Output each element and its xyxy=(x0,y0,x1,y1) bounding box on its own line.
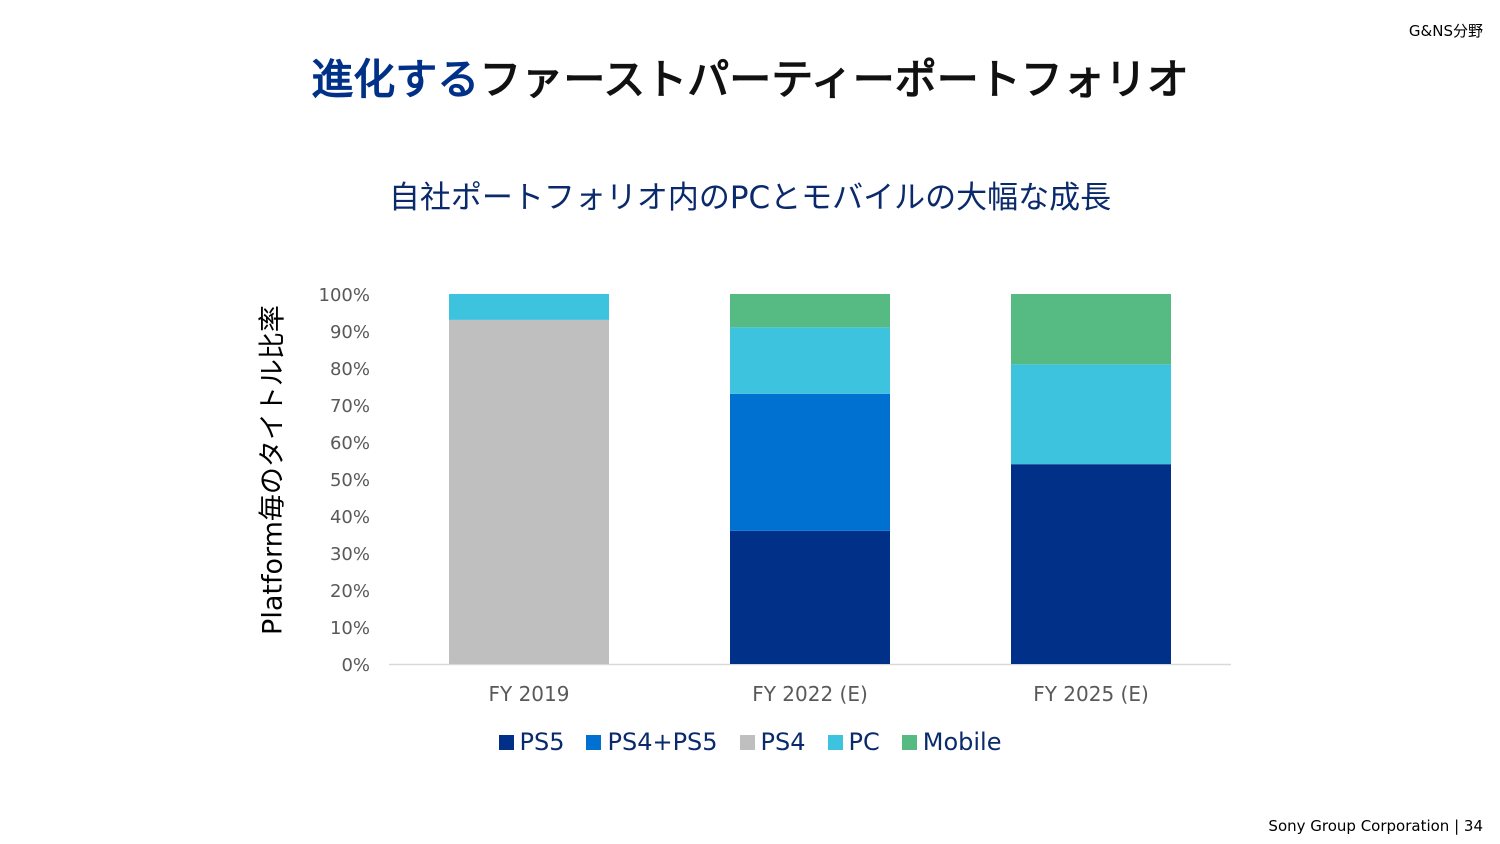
y-tick-label: 10% xyxy=(330,618,370,639)
bar-segment-pc xyxy=(1011,364,1171,465)
bar-segment-ps4-ps5 xyxy=(730,393,890,531)
bar-segment-pc xyxy=(730,327,890,394)
legend-label: PS5 xyxy=(519,728,565,756)
legend-item: Mobile xyxy=(901,728,1002,756)
y-tick-label: 100% xyxy=(319,285,370,306)
bar-segment-mobile xyxy=(1011,294,1171,365)
legend-swatch xyxy=(498,734,514,750)
y-tick-label: 70% xyxy=(330,396,370,417)
y-tick-label: 20% xyxy=(330,581,370,602)
legend-swatch xyxy=(827,734,843,750)
legend-label: Mobile xyxy=(922,728,1002,756)
legend-swatch xyxy=(739,734,755,750)
legend-swatch xyxy=(901,734,917,750)
title-accent: 進化する xyxy=(311,55,480,104)
section-label: G&NS分野 xyxy=(1408,22,1483,40)
legend-item: PC xyxy=(827,728,880,756)
y-tick-label: 50% xyxy=(330,470,370,491)
x-tick-label: FY 2022 (E) xyxy=(752,682,868,706)
y-tick-label: 40% xyxy=(330,507,370,528)
x-tick-label: FY 2025 (E) xyxy=(1033,682,1149,706)
legend-item: PS4 xyxy=(739,728,806,756)
title-rest: ファーストパーティーポートフォリオ xyxy=(479,55,1189,104)
bar-segment-pc xyxy=(449,294,609,320)
y-tick-label: 60% xyxy=(330,433,370,454)
y-tick-label: 30% xyxy=(330,544,370,565)
legend-swatch xyxy=(586,734,602,750)
page-title: 進化するファーストパーティーポートフォリオ xyxy=(0,46,1500,107)
legend-label: PS4 xyxy=(760,728,806,756)
y-tick-label: 0% xyxy=(341,655,370,676)
page-subtitle: 自社ポートフォリオ内のPCとモバイルの大幅な成長 xyxy=(388,180,1112,216)
legend-item: PS5 xyxy=(498,728,565,756)
bar-segment-ps4 xyxy=(449,319,609,664)
chart-legend: PS5 PS4+PS5 PS4 PC Mobile xyxy=(0,728,1500,756)
footer: Sony Group Corporation | 34 xyxy=(1268,817,1483,835)
legend-label: PS4+PS5 xyxy=(607,728,718,756)
legend-label: PC xyxy=(848,728,880,756)
bar-segment-mobile xyxy=(730,294,890,328)
bar-segment-ps5 xyxy=(730,530,890,664)
legend-item: PS4+PS5 xyxy=(586,728,718,756)
x-tick-label: FY 2019 xyxy=(489,682,570,706)
y-tick-label: 90% xyxy=(330,322,370,343)
y-tick-label: 80% xyxy=(330,359,370,380)
bar-segment-ps5 xyxy=(1011,464,1171,664)
